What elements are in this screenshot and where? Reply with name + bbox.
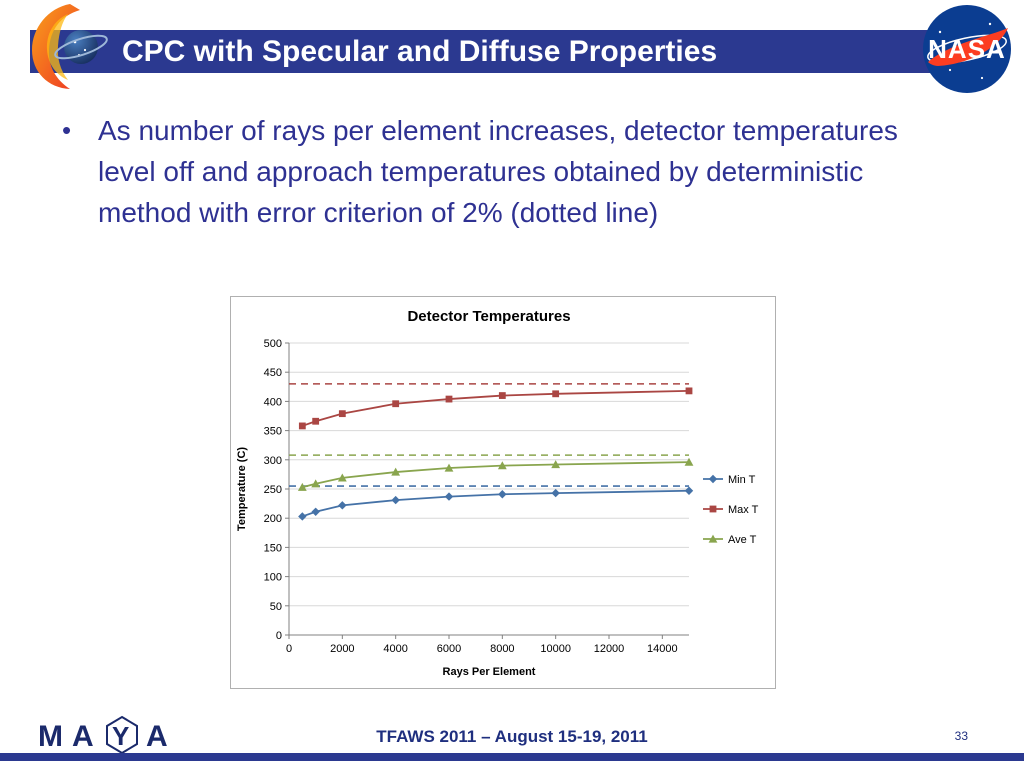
y-tick-label: 300 [264,455,282,467]
x-tick-label: 14000 [647,643,678,655]
y-tick-label: 150 [264,542,282,554]
nasa-logo-text: NASA [928,34,1006,64]
x-tick-label: 8000 [490,643,514,655]
legend-label: Min T [728,474,756,486]
x-tick-label: 12000 [594,643,625,655]
bullet-item: • As number of rays per element increase… [62,110,912,233]
legend-label: Max T [728,504,759,516]
x-tick-label: 0 [286,643,292,655]
chart-title: Detector Temperatures [407,308,570,325]
y-tick-label: 250 [264,484,282,496]
series-max-t [298,387,693,430]
series-ave-t [297,457,694,491]
x-tick-label: 6000 [437,643,461,655]
legend-item-min-t: Min T [703,474,756,486]
chart-svg: 0 50 100 150 200 250 300 350 400 450 500 0 2000 4000 6… [236,308,759,678]
y-axis-label: Temperature (C) [236,447,248,531]
legend-label: Ave T [728,534,757,546]
comet-logo-icon [32,4,108,89]
y-tick-label: 400 [264,396,282,408]
title-bar: CPC with Specular and Diffuse Properties [30,30,966,73]
y-tick-label: 500 [264,338,282,350]
page-number: 33 [954,729,968,743]
maya-letter-a1: A [72,720,94,753]
y-tick-label: 350 [264,426,282,438]
y-tick-label: 50 [270,601,282,613]
x-tick-label: 4000 [383,643,407,655]
x-tick-label: 2000 [330,643,354,655]
y-tick-label: 200 [264,513,282,525]
detector-temperatures-chart: 0 50 100 150 200 250 300 350 400 450 500 0 2000 4000 6… [230,296,776,689]
legend-item-max-t: Max T [703,504,759,516]
y-tick-label: 0 [276,630,282,642]
x-axis-label: Rays Per Element [443,666,536,678]
y-tick-label: 450 [264,367,282,379]
nasa-logo-icon: NASA [923,5,1011,93]
legend-item-ave-t: Ave T [703,534,757,546]
x-tick-label: 10000 [540,643,571,655]
maya-logo: M A Y A [38,715,168,755]
y-tick-label: 100 [264,572,282,584]
footer-text: TFAWS 2011 – August 15-19, 2011 [376,727,648,746]
maya-letter-a2: A [146,720,168,753]
maya-letter-y: Y [112,721,129,751]
page-title: CPC with Specular and Diffuse Properties [122,35,718,68]
bullet-marker: • [62,115,72,145]
maya-letter-m: M [38,720,63,753]
bottom-bar [0,753,1024,761]
bullet-text: As number of rays per element increases,… [98,115,898,228]
series-min-t [298,486,694,521]
